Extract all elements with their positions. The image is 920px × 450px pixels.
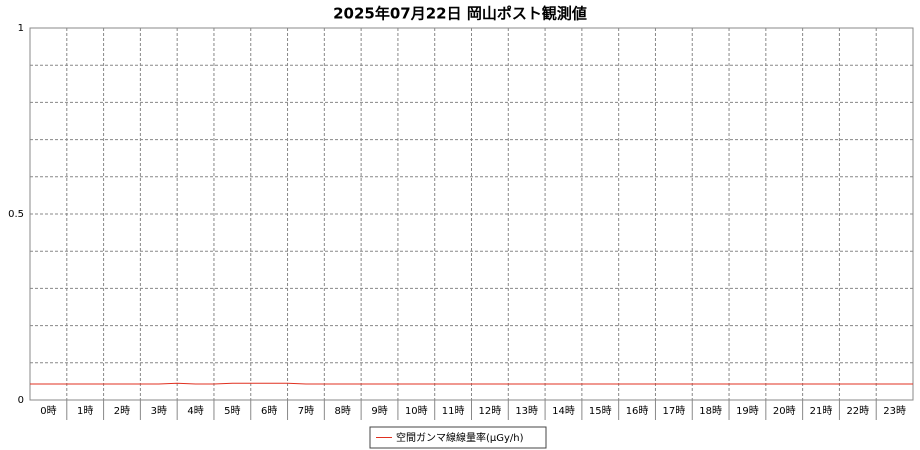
x-tick-label: 15時: [589, 405, 612, 417]
x-tick-label: 5時: [224, 405, 240, 417]
x-tick-label: 9時: [371, 405, 387, 417]
x-tick-label: 21時: [810, 405, 833, 417]
x-tick-label: 23時: [883, 405, 906, 417]
x-tick-label: 18時: [699, 405, 722, 417]
x-tick-label: 3時: [151, 405, 167, 417]
legend-box: [369, 426, 547, 449]
x-tick-label: 16時: [626, 405, 649, 417]
x-tick-label: 19時: [736, 405, 759, 417]
y-tick-label: 0: [18, 395, 24, 406]
x-tick-label: 1時: [77, 405, 93, 417]
x-tick-label: 20時: [773, 405, 796, 417]
x-tick-label: 22時: [846, 405, 869, 417]
x-tick-label: 2時: [114, 405, 130, 417]
x-tick-label: 13時: [515, 405, 538, 417]
x-tick-label: 4時: [187, 405, 203, 417]
x-tick-label: 0時: [40, 405, 56, 417]
x-tick-label: 10時: [405, 405, 428, 417]
x-tick-label: 6時: [261, 405, 277, 417]
x-tick-label: 11時: [442, 405, 465, 417]
x-tick-label: 12時: [479, 405, 502, 417]
chart-title: 2025年07月22日 岡山ポスト観測値: [333, 5, 587, 23]
plot-border: [29, 27, 914, 401]
x-tick-label: 7時: [298, 405, 314, 417]
x-tick-label: 8時: [335, 405, 351, 417]
y-tick-label: 1: [18, 23, 24, 34]
x-tick-label: 17時: [662, 405, 685, 417]
data-line: [30, 382, 913, 385]
x-tick-label: 14時: [552, 405, 575, 417]
y-tick-label: 0.5: [8, 209, 24, 220]
legend-label: 空間ガンマ線線量率(μGy/h): [396, 431, 524, 444]
